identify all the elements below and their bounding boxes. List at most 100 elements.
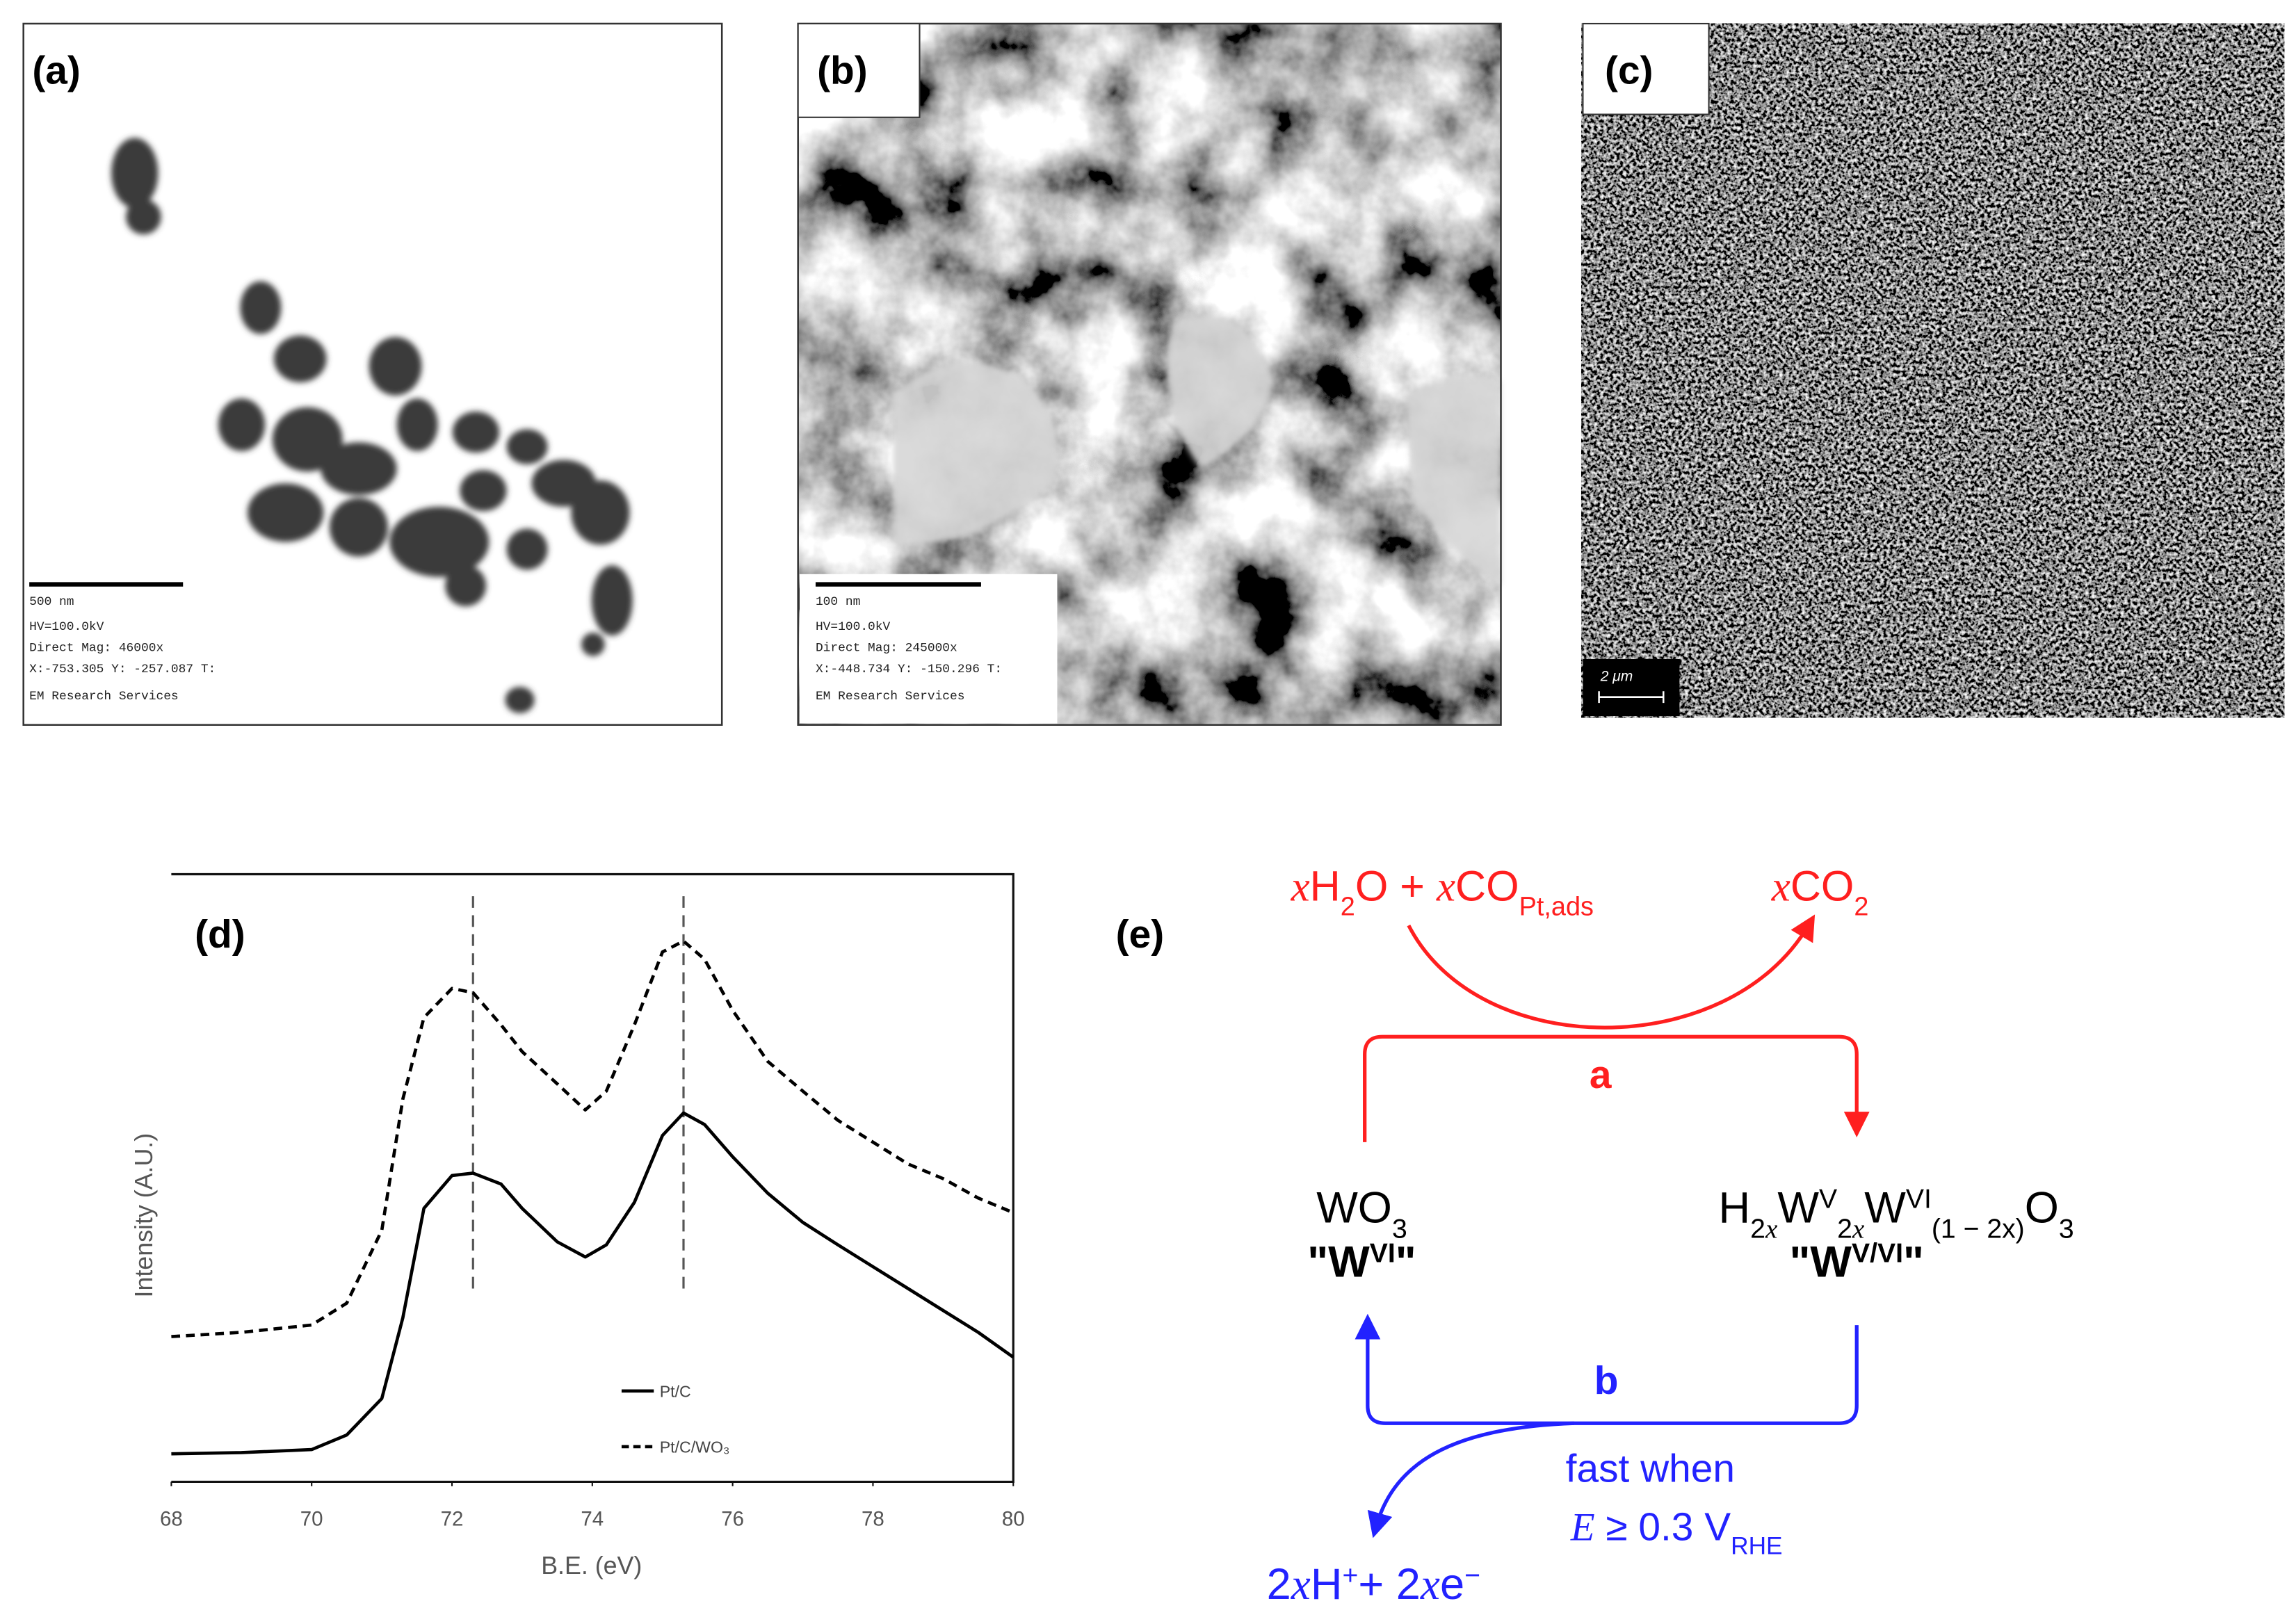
- legend-label: Pt/C: [660, 1382, 691, 1400]
- scale-bar-label: 2 μm: [1600, 669, 1633, 685]
- formula-part: V: [1819, 1184, 1837, 1214]
- formula-part: VI: [1370, 1238, 1396, 1268]
- x-tick-label: 78: [862, 1508, 884, 1531]
- y-axis-label: Intensity (A.U.): [130, 1133, 158, 1298]
- legend-label: Pt/C/WO₃: [660, 1438, 730, 1456]
- panel-label: (e): [1116, 913, 1164, 957]
- formula-part: CO: [1790, 862, 1854, 909]
- formula-part: H: [1310, 862, 1341, 909]
- info-box: [799, 574, 1058, 724]
- formula: E ≥ 0.3 VRHE: [1570, 1506, 1783, 1560]
- formula-part: W: [1864, 1184, 1906, 1233]
- panel-b: (b) 100 nm HV=100.0kV Direct Mag: 245000x…: [797, 22, 1502, 726]
- formula-part: 2: [1750, 1214, 1765, 1244]
- formula-part: x: [1291, 1560, 1311, 1609]
- background-region: [893, 315, 1501, 586]
- x-tick-label: 80: [1002, 1508, 1025, 1531]
- formula-part: ": [1396, 1238, 1416, 1287]
- formula-part: x: [1771, 863, 1790, 910]
- formula-part: CO: [1455, 862, 1519, 909]
- arrow: [1363, 1034, 1870, 1142]
- panel-a: (a) 500 nm HV=100.0kV Direct Mag: 46000x X…: [22, 22, 723, 726]
- formula-part: −: [1464, 1560, 1480, 1590]
- formula-part: x: [1852, 1214, 1865, 1244]
- formula: xCO2: [1771, 862, 1869, 921]
- panel-c: (c) 2 μm: [1581, 22, 2285, 718]
- formula-part: 2: [1837, 1214, 1852, 1244]
- note: fast when: [1566, 1447, 1735, 1491]
- panel-d: (d) B.E. (eV) Intensity (A.U.) 68 70 72 74 7…: [130, 872, 1025, 1580]
- series-line: [171, 1111, 1014, 1456]
- formula-part: Pt,ads: [1519, 892, 1594, 921]
- info-line: Direct Mag: 245000x: [816, 641, 957, 655]
- formula-part: WO: [1316, 1184, 1392, 1233]
- info-line: X:-753.305 Y: -257.087 T:: [29, 663, 216, 676]
- info-line: HV=100.0kV: [816, 620, 891, 634]
- formula-part: + 2: [1358, 1560, 1421, 1609]
- panel-e: (e) a b fast when xH2O + xCOPt,ads xCO2WO…: [1116, 862, 2074, 1608]
- panel-label: (a): [32, 49, 80, 92]
- image-frame: [797, 22, 1502, 726]
- x-tick-label: 76: [721, 1508, 744, 1531]
- formula-part: 3: [1392, 1214, 1407, 1244]
- pathway-label: a: [1590, 1053, 1612, 1097]
- formula-part: "W: [1789, 1238, 1852, 1287]
- formula-part: ": [1903, 1238, 1924, 1287]
- x-tick-label: 68: [160, 1508, 183, 1531]
- panel-label: (d): [195, 913, 245, 957]
- formula-part: x: [1436, 863, 1455, 910]
- info-line: X:-448.734 Y: -150.296 T:: [816, 663, 1002, 676]
- formula-part: V/VI: [1852, 1238, 1903, 1268]
- formula-part: O: [2025, 1184, 2059, 1233]
- label-box: [797, 22, 921, 118]
- panel-label: (c): [1605, 49, 1653, 92]
- scale-box: [1583, 658, 1680, 717]
- formula-part: "W: [1307, 1238, 1370, 1287]
- formula: "WVI": [1307, 1238, 1416, 1287]
- scale-bar-label: 100 nm: [816, 595, 860, 609]
- formula-part: H: [1311, 1560, 1343, 1609]
- chart-background: [131, 874, 1014, 1482]
- formula-part: VI: [1906, 1184, 1932, 1214]
- scale-bar: [1598, 691, 1665, 704]
- formula-part: x: [1765, 1214, 1778, 1244]
- label-box: [1582, 22, 1710, 115]
- series-line: [171, 939, 1014, 1338]
- formula-part: ≥ 0.3 V: [1595, 1506, 1731, 1550]
- info-line: HV=100.0kV: [29, 620, 104, 634]
- x-tick-label: 70: [300, 1508, 323, 1531]
- info-line: Direct Mag: 46000x: [29, 641, 163, 655]
- formula-part: 3: [2059, 1214, 2074, 1244]
- info-line: EM Research Services: [29, 690, 179, 704]
- image-texture: [1581, 23, 2285, 718]
- formula-part: x: [1420, 1560, 1440, 1609]
- formula-part: H: [1719, 1184, 1751, 1233]
- formula: "WV/VI": [1789, 1238, 1924, 1287]
- formula-part: 2: [1267, 1560, 1291, 1609]
- formula-part: (1 − 2x): [1932, 1214, 2025, 1244]
- arrow: [1367, 1421, 1574, 1538]
- formula: WO3: [1316, 1184, 1407, 1244]
- arrow: [1407, 914, 1816, 1030]
- panel-label: (b): [817, 49, 868, 92]
- image-info: HV=100.0kV Direct Mag: 46000x X:-753.305 Y…: [29, 620, 216, 704]
- formula-part: RHE: [1731, 1532, 1782, 1559]
- formula-part: O +: [1355, 862, 1437, 909]
- image-info: HV=100.0kV Direct Mag: 245000x X:-448.734 …: [816, 620, 1002, 704]
- x-tick-label: 74: [581, 1508, 604, 1531]
- formula-part: 2: [1854, 892, 1868, 921]
- formula-part: E: [1570, 1506, 1595, 1550]
- arrow: [1355, 1313, 1859, 1425]
- formula-part: 2: [1341, 892, 1355, 921]
- formula-part: e: [1440, 1560, 1464, 1609]
- scale-bar-label: 500 nm: [29, 595, 74, 609]
- x-axis-label: B.E. (eV): [541, 1552, 642, 1580]
- info-line: EM Research Services: [816, 690, 965, 704]
- formula-part: W: [1777, 1184, 1819, 1233]
- x-tick-label: 72: [441, 1508, 464, 1531]
- formula-part: +: [1342, 1560, 1358, 1590]
- formula: 2xH++ 2xe−: [1267, 1560, 1480, 1609]
- pathway-label: b: [1594, 1359, 1619, 1403]
- particles: [111, 138, 633, 713]
